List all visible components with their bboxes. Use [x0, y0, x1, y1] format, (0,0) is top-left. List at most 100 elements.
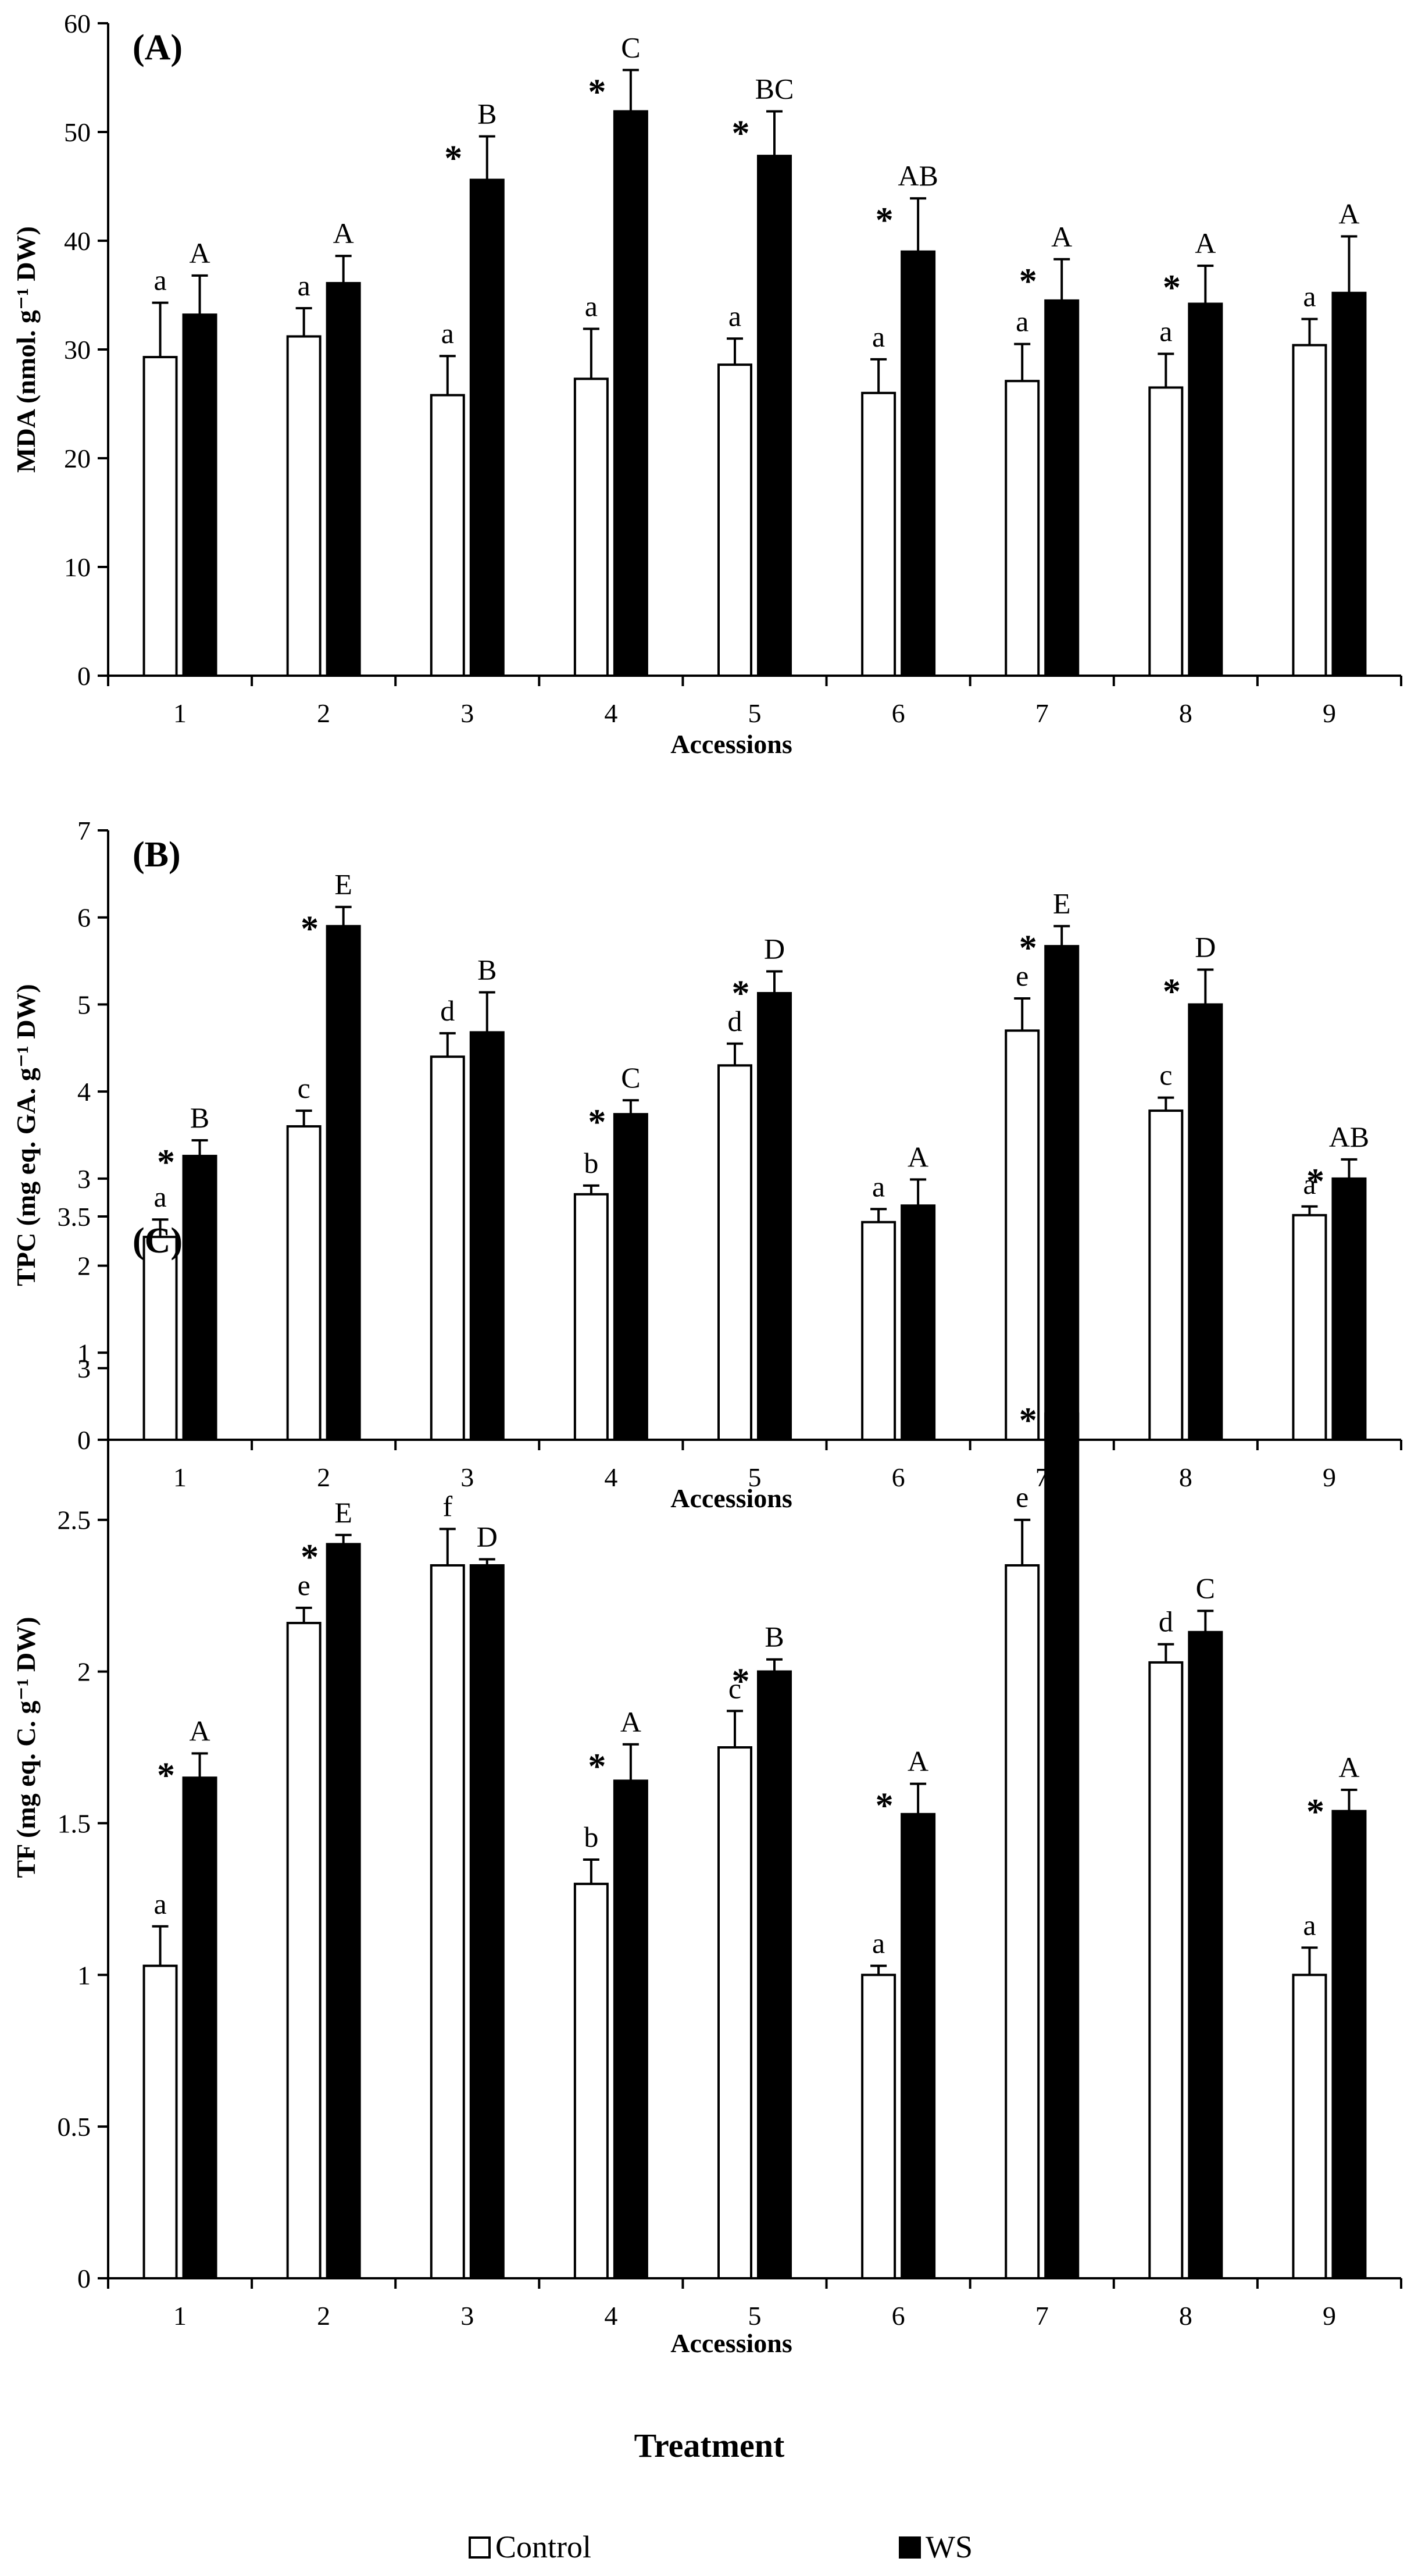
x-tick-label: 4 — [604, 698, 617, 728]
significance-letter-control: e — [1016, 1481, 1028, 1514]
legend: Treatment Control WS — [469, 2427, 973, 2564]
significance-asterisk: * — [876, 1786, 894, 1826]
bar-ws-2 — [326, 1543, 361, 2279]
x-tick-label: 8 — [1179, 698, 1192, 728]
significance-letter-control: e — [1016, 959, 1028, 992]
y-tick-label: 3 — [77, 1354, 91, 1383]
bar-control-4 — [573, 1882, 609, 2280]
bar-ws-3 — [469, 1031, 505, 1441]
x-tick-label: 4 — [604, 2301, 617, 2331]
significance-letter-control: d — [1159, 1605, 1173, 1638]
y-tick-label: 2.5 — [58, 1505, 91, 1535]
y-tick-label: 3 — [77, 1164, 91, 1194]
significance-letter-ws: A — [190, 1714, 210, 1747]
bar-ws-4 — [613, 1779, 648, 2280]
significance-letter-ws: C — [621, 1061, 640, 1094]
significance-asterisk: * — [588, 72, 606, 112]
significance-letter-ws: D — [1195, 931, 1216, 964]
x-tick-label: 8 — [1179, 2301, 1192, 2331]
significance-letter-ws: D — [764, 933, 785, 965]
bar-ws-8 — [1188, 1003, 1223, 1441]
significance-letter-ws: B — [190, 1101, 209, 1134]
bar-ws-5 — [757, 155, 792, 677]
significance-letter-control: d — [440, 994, 455, 1027]
bar-control-9 — [1292, 1214, 1327, 1441]
y-tick-label: 0.5 — [58, 2112, 91, 2142]
significance-asterisk: * — [301, 1537, 319, 1577]
panel-label: (A) — [133, 28, 183, 67]
y-tick-label: 20 — [64, 444, 91, 473]
bar-ws-6 — [901, 1204, 936, 1441]
significance-letter-control: c — [298, 1072, 310, 1104]
x-tick-label: 7 — [1035, 2301, 1049, 2331]
bar-control-8 — [1148, 386, 1184, 677]
y-tick-label: 4 — [77, 1077, 91, 1107]
significance-letter-ws: A — [620, 1706, 641, 1738]
significance-asterisk: * — [588, 1747, 606, 1786]
bar-control-1 — [142, 1964, 178, 2279]
bar-ws-9 — [1331, 1177, 1367, 1442]
significance-letter-control: f — [442, 1490, 452, 1522]
bar-control-1 — [142, 1236, 178, 1442]
significance-letter-ws: B — [477, 97, 497, 130]
bar-control-5 — [717, 1064, 752, 1441]
x-tick-label: 8 — [1179, 1462, 1192, 1492]
x-tick-label: 9 — [1323, 2301, 1336, 2331]
bar-control-2 — [286, 1125, 322, 1441]
x-axis-title: Accessions — [670, 1483, 792, 1513]
bar-control-7 — [1005, 1564, 1040, 2279]
bar-ws-7 — [1044, 1412, 1080, 2279]
x-tick-label: 3 — [460, 2301, 474, 2331]
y-tick-label: 1 — [77, 1338, 91, 1368]
y-tick-label: 7 — [77, 816, 91, 845]
bar-control-4 — [573, 377, 609, 677]
x-tick-label: 5 — [748, 2301, 762, 2331]
y-tick-label: 30 — [64, 335, 91, 365]
x-tick-label: 2 — [317, 1462, 330, 1492]
bar-ws-4 — [613, 1113, 648, 1442]
bar-ws-2 — [326, 281, 361, 677]
panel-label: (B) — [133, 835, 181, 875]
y-tick-label: 0 — [77, 2264, 91, 2293]
significance-asterisk: * — [1019, 1401, 1037, 1440]
x-tick-label: 6 — [892, 698, 905, 728]
significance-asterisk: * — [732, 974, 750, 1014]
significance-asterisk: * — [301, 909, 319, 949]
significance-letter-control: a — [153, 264, 166, 297]
y-tick-label: 5 — [77, 990, 91, 1019]
bar-control-8 — [1148, 1109, 1184, 1441]
significance-letter-control: a — [298, 269, 310, 302]
significance-asterisk: * — [1019, 929, 1037, 968]
y-tick-label: 10 — [64, 552, 91, 582]
bar-ws-6 — [901, 250, 936, 677]
x-tick-label: 6 — [892, 2301, 905, 2331]
significance-letter-ws: A — [190, 237, 210, 269]
x-tick-label: 5 — [748, 1462, 762, 1492]
bar-control-5 — [717, 363, 752, 677]
bar-ws-7 — [1044, 945, 1080, 1441]
significance-letter-ws: A — [908, 1140, 928, 1173]
bar-ws-2 — [326, 925, 361, 1441]
significance-letter-ws: AB — [898, 159, 938, 192]
x-tick-label: 4 — [604, 1462, 617, 1492]
significance-asterisk: * — [1306, 1792, 1324, 1832]
bar-control-7 — [1005, 1029, 1040, 1442]
bar-control-3 — [430, 1055, 465, 1442]
significance-letter-ws: E — [1053, 887, 1071, 920]
x-tick-label: 7 — [1035, 698, 1049, 728]
significance-asterisk: * — [732, 1662, 750, 1701]
significance-letter-control: a — [728, 299, 741, 332]
significance-letter-control: a — [585, 290, 598, 322]
significance-letter-control: a — [441, 317, 454, 349]
significance-letter-control: a — [1303, 280, 1316, 313]
significance-letter-control: d — [728, 1005, 742, 1037]
significance-asterisk: * — [157, 1143, 175, 1182]
panel-a: 0 10 20 30 40 50 60 1 2 3 4 5 6 7 8 9 Accessions MDA (nmo… — [11, 9, 1402, 759]
significance-letter-control: a — [872, 1927, 885, 1960]
significance-asterisk: * — [1019, 262, 1037, 301]
bar-ws-9 — [1331, 291, 1367, 677]
bar-control-3 — [430, 394, 465, 677]
bar-control-2 — [286, 335, 322, 677]
y-tick-label: 60 — [64, 9, 91, 38]
